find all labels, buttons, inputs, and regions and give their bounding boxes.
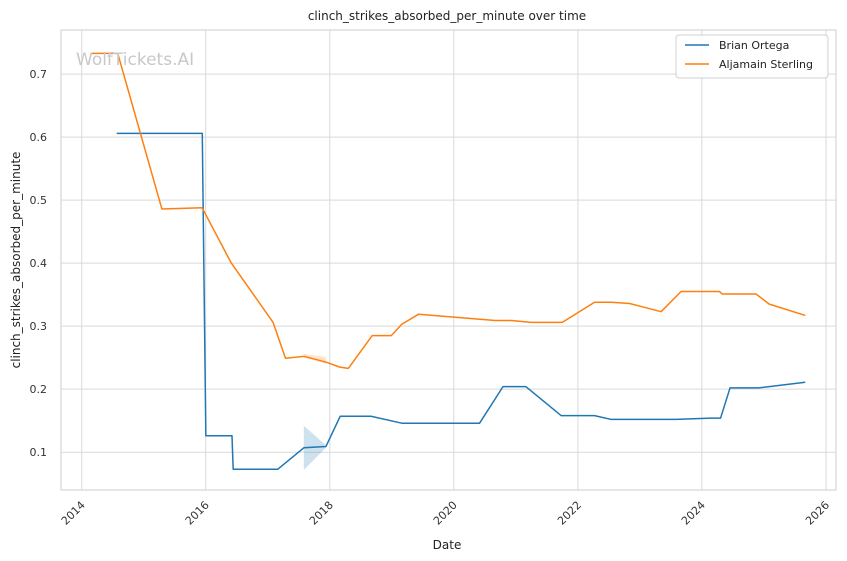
series-lines (90, 52, 806, 470)
x-tick-label: 2014 (59, 499, 88, 528)
x-tick-label: 2024 (679, 499, 708, 528)
watermark: WolfTickets.AI (76, 50, 194, 70)
legend: Brian Ortega Aljamain Sterling (675, 34, 829, 79)
y-tick-label: 0.2 (30, 383, 48, 396)
y-tick-label: 0.6 (30, 131, 48, 144)
line-brian-ortega (116, 132, 806, 470)
chart-title: clinch_strikes_absorbed_per_minute over … (308, 9, 586, 23)
x-tick-label: 2022 (555, 499, 584, 528)
y-tick-label: 0.7 (30, 68, 48, 81)
y-tick-label: 0.1 (30, 446, 48, 459)
line-aljamain-sterling (90, 52, 806, 370)
y-axis-ticks: 0.1 0.2 0.3 0.4 0.5 0.6 0.7 (30, 68, 48, 459)
y-axis-label: clinch_strikes_absorbed_per_minute (9, 152, 23, 369)
x-axis-ticks: 2014 2016 2018 2020 2022 2024 2026 (59, 499, 832, 528)
y-tick-label: 0.5 (30, 194, 48, 207)
legend-label-brian-ortega: Brian Ortega (719, 39, 789, 52)
plot-area (60, 29, 837, 491)
x-axis-label: Date (433, 538, 462, 552)
y-tick-label: 0.3 (30, 320, 48, 333)
legend-box (675, 34, 829, 79)
y-tick-label: 0.4 (30, 257, 48, 270)
legend-label-aljamain-sterling: Aljamain Sterling (719, 58, 813, 71)
x-tick-label: 2016 (183, 499, 212, 528)
x-tick-label: 2018 (307, 499, 336, 528)
x-tick-label: 2026 (803, 499, 832, 528)
x-tick-label: 2020 (431, 499, 460, 528)
